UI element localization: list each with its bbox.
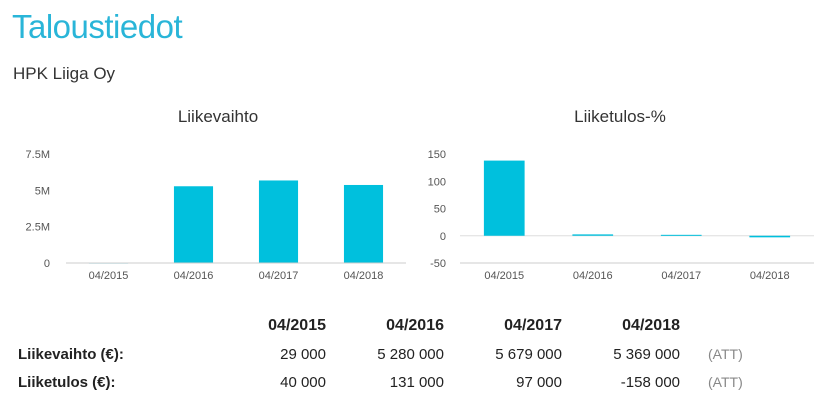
bar-2018: [749, 235, 791, 238]
y-tick-label: -50: [430, 258, 446, 270]
y-tick-label: 7.5M: [26, 149, 50, 161]
chart-title: Liikevaihto: [178, 107, 258, 126]
table-header-year: 04/2015: [268, 317, 326, 334]
x-tick-label: 04/2016: [174, 270, 214, 282]
bar-2016: [572, 234, 614, 236]
x-tick-label: 04/2018: [750, 270, 790, 282]
x-tick-label: 04/2017: [259, 270, 299, 282]
table-header-empty: [18, 312, 208, 340]
row-value: 5 369 000: [613, 345, 680, 363]
table-row-operating-result: Liiketulos (€): 40 000 131 000 97 000 -1…: [18, 368, 768, 396]
row-note: (ATT): [708, 374, 743, 390]
x-tick-label: 04/2017: [661, 270, 701, 282]
x-tick-label: 04/2015: [89, 270, 129, 282]
table-header-row: 04/2015 04/2016 04/2017 04/2018: [18, 312, 768, 340]
table-row-revenue: Liikevaihto (€): 29 000 5 280 000 5 679 …: [18, 340, 768, 368]
row-value: 5 280 000: [377, 345, 444, 363]
revenue-chart: Liikevaihto 0 2.5M 5M 7.5M 04/2015 04/2016 04/2…: [0, 100, 410, 300]
y-tick-label: 2.5M: [26, 222, 50, 234]
bar-2017: [660, 234, 702, 236]
y-tick-label: 5M: [35, 185, 50, 197]
y-tick-label: 0: [44, 258, 50, 270]
operating-margin-chart: Liiketulos-% -50 0 50 100 150 04/2015 04/2016 04…: [412, 100, 822, 300]
y-tick-label: 150: [428, 149, 446, 161]
bar-2018: [343, 184, 384, 263]
row-value: 97 000: [516, 373, 562, 391]
row-value: 29 000: [280, 345, 326, 363]
bar-2015: [483, 160, 525, 236]
chart-title: Liiketulos-%: [574, 107, 666, 126]
company-name: HPK Liiga Oy: [13, 64, 116, 83]
bar-2016: [173, 186, 214, 263]
row-value: -158 000: [620, 373, 680, 391]
row-note: (ATT): [708, 346, 743, 362]
row-label: Liikevaihto (€):: [18, 345, 124, 363]
y-tick-label: 100: [428, 176, 446, 188]
table-header-year: 04/2016: [386, 317, 444, 334]
row-value: 131 000: [389, 373, 444, 391]
table-header-year: 04/2017: [504, 317, 562, 334]
x-tick-label: 04/2016: [573, 270, 613, 282]
y-tick-label: 50: [434, 204, 446, 216]
y-tick-label: 0: [440, 231, 446, 243]
revenue-chart-svg: Liikevaihto 0 2.5M 5M 7.5M 04/2015 04/2016 04/2…: [26, 107, 406, 282]
table-header-note: [680, 312, 768, 340]
row-value: 40 000: [280, 373, 326, 391]
page-title: Taloustiedot: [12, 8, 183, 45]
x-tick-label: 04/2018: [344, 270, 384, 282]
x-tick-label: 04/2015: [484, 270, 524, 282]
operating-margin-chart-svg: Liiketulos-% -50 0 50 100 150 04/2015 04/2016 04…: [428, 107, 814, 282]
table-header-year: 04/2018: [622, 317, 680, 334]
bar-2017: [258, 180, 299, 263]
financial-table: 04/2015 04/2016 04/2017 04/2018 Liikevai…: [18, 312, 768, 396]
row-label: Liiketulos (€):: [18, 373, 116, 391]
row-value: 5 679 000: [495, 345, 562, 363]
